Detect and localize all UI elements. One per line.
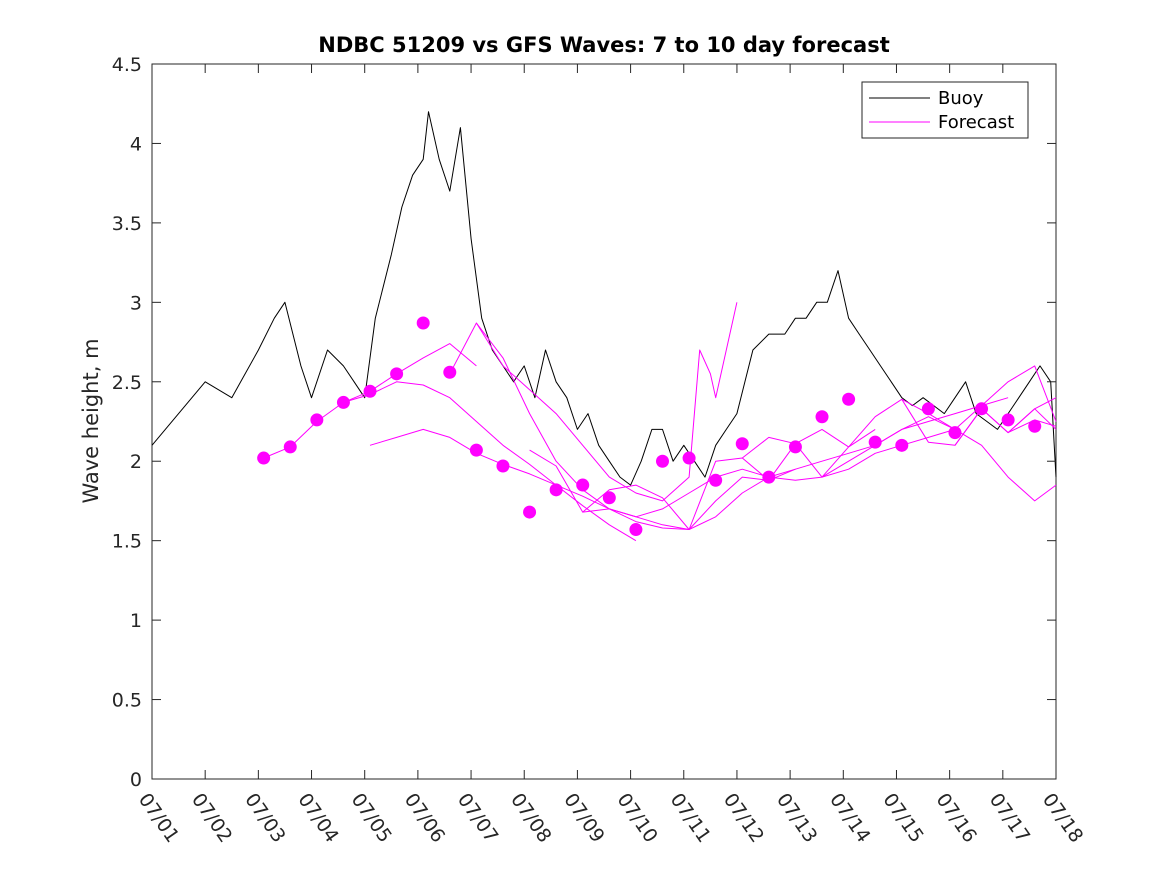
y-axis: 0 0.5 1 1.5 2 2.5 3 3.5 4 4.5 [112, 54, 1056, 791]
y-tick-label: 4.5 [112, 54, 142, 76]
y-tick-label: 2.5 [112, 372, 142, 394]
y-tick-label: 3.5 [112, 213, 142, 235]
legend-label-buoy: Buoy [938, 88, 984, 109]
forecast-marker [868, 435, 882, 449]
forecast-marker [469, 443, 483, 457]
forecast-line-3 [369, 428, 690, 530]
legend-label-forecast: Forecast [938, 112, 1014, 133]
forecast-marker [1028, 419, 1042, 433]
forecast-marker [257, 451, 271, 465]
forecast-marker [283, 440, 297, 454]
legend: Buoy Forecast [861, 81, 1029, 139]
forecast-marker [602, 491, 616, 505]
forecast-marker [709, 473, 723, 487]
forecast-marker [975, 402, 989, 416]
y-tick-label: 4 [130, 133, 142, 155]
forecast-marker [921, 402, 935, 416]
forecast-marker [735, 437, 749, 451]
forecast-marker [390, 367, 404, 381]
forecast-marker [496, 459, 510, 473]
forecast-marker [1001, 413, 1015, 427]
forecast-marker [443, 365, 457, 379]
forecast-line-10 [821, 416, 1057, 502]
forecast-marker [788, 440, 802, 454]
forecast-marker [416, 316, 430, 330]
forecast-marker [815, 410, 829, 424]
buoy-line [151, 111, 1057, 486]
forecast-marker [523, 505, 537, 519]
forecast-line-6 [529, 428, 876, 530]
y-tick-label: 1.5 [112, 531, 142, 553]
y-axis-label: Wave height, m [79, 338, 103, 503]
legend-box [861, 81, 1029, 139]
forecast-marker [576, 478, 590, 492]
y-tick-label: 0 [130, 769, 142, 791]
forecast-marker [363, 384, 377, 398]
forecast-marker [842, 392, 856, 406]
chart-title: NDBC 51209 vs GFS Waves: 7 to 10 day for… [318, 33, 889, 57]
y-tick-label: 3 [130, 292, 142, 314]
forecast-marker [629, 523, 643, 537]
forecast-marker [762, 470, 776, 484]
forecast-line-8 [688, 397, 1009, 530]
plot-area [151, 63, 1057, 780]
forecast-marker [948, 426, 962, 440]
y-tick-label: 0.5 [112, 690, 142, 712]
forecast-marker [310, 413, 324, 427]
forecast-marker [655, 454, 669, 468]
forecast-marker [336, 395, 350, 409]
y-tick-label: 2 [130, 451, 142, 473]
forecast-marker [549, 483, 563, 497]
forecast-marker [682, 451, 696, 465]
y-tick-label: 1 [130, 610, 142, 632]
forecast-line-5 [475, 302, 738, 502]
forecast-marker [895, 438, 909, 452]
